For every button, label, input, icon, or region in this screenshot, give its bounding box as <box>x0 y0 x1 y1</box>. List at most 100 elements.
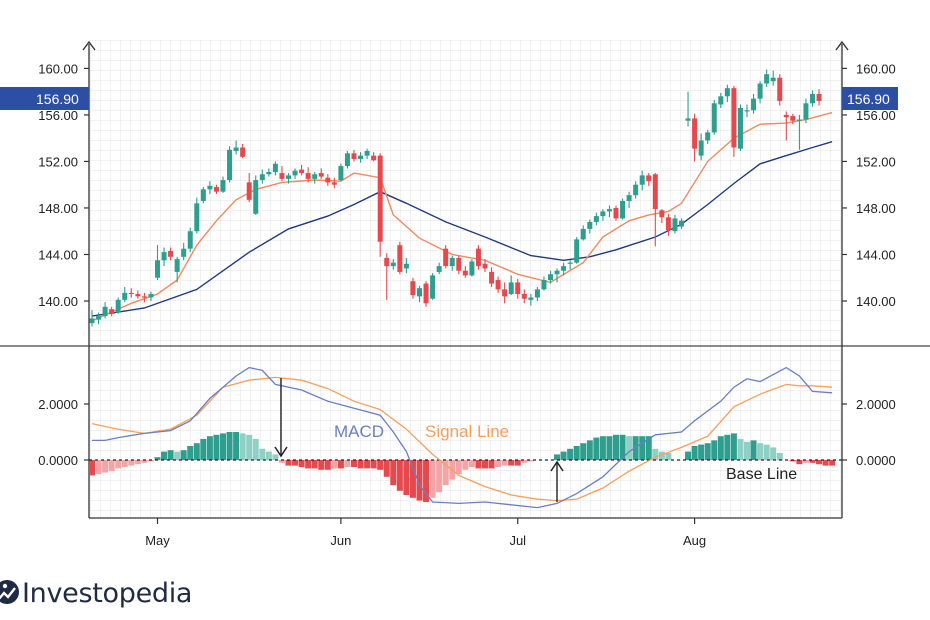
histogram-bar <box>213 434 220 460</box>
price-tick-label-left: 144.00 <box>38 247 78 262</box>
histogram-bar <box>134 460 141 465</box>
candlestick <box>810 90 815 107</box>
histogram-bar <box>816 460 823 465</box>
last-price-right: 156.90 <box>847 91 890 107</box>
histogram-bar <box>619 434 626 460</box>
candlestick <box>816 89 822 106</box>
candlestick <box>115 297 121 314</box>
candlestick <box>246 173 252 203</box>
histogram-bar <box>167 450 174 460</box>
histogram-bar <box>809 460 816 463</box>
candlestick <box>606 205 612 218</box>
histogram-bar <box>586 440 593 460</box>
histogram-bar <box>593 437 600 460</box>
candlestick <box>659 209 665 224</box>
candlestick <box>567 260 573 270</box>
candlestick <box>377 153 383 257</box>
histogram-bar <box>789 460 796 462</box>
histogram-bar <box>403 460 410 495</box>
candlestick <box>731 85 737 157</box>
crossover-arrow-down <box>274 378 288 458</box>
candlestick <box>449 255 455 271</box>
histogram-bar <box>475 460 482 469</box>
candlestick <box>286 173 291 184</box>
candlestick <box>351 149 357 162</box>
histogram-bar <box>606 436 613 460</box>
candlestick <box>272 161 278 176</box>
histogram-bar <box>154 457 161 460</box>
histogram-bar <box>252 439 259 460</box>
histogram-bar <box>750 440 757 460</box>
histogram-bar <box>658 451 665 460</box>
price-tick-label-left: 148.00 <box>38 201 78 216</box>
candlestick <box>403 257 409 274</box>
histogram-bar <box>724 434 731 460</box>
histogram-bar <box>246 434 253 460</box>
last-price-label-left: 156.90 <box>0 87 89 110</box>
histogram-bar <box>508 460 515 466</box>
investopedia-logo: Investopedia <box>0 575 192 611</box>
candlestick <box>155 245 160 281</box>
candlestick <box>456 255 462 275</box>
candlestick <box>266 168 272 177</box>
candlestick <box>207 181 213 195</box>
candlestick <box>299 164 305 176</box>
candlestick <box>364 148 370 160</box>
histogram-bar <box>147 460 154 462</box>
histogram-bar <box>285 460 292 466</box>
histogram-bar <box>527 460 534 462</box>
histogram-bar <box>370 460 377 469</box>
candlestick <box>233 140 239 155</box>
histogram-bar <box>730 433 737 460</box>
histogram-bar <box>259 448 266 460</box>
candlestick <box>665 213 671 236</box>
candlestick <box>489 267 495 288</box>
candlestick <box>698 133 704 161</box>
histogram-bar <box>613 434 619 460</box>
histogram-bar <box>665 453 672 460</box>
candlestick <box>318 168 324 179</box>
base-line-label: Base Line <box>726 466 797 483</box>
histogram-bar <box>796 460 803 465</box>
candlestick <box>292 168 298 179</box>
histogram-bar <box>573 446 580 460</box>
histogram-bar <box>265 451 272 460</box>
histogram-bar <box>599 436 606 460</box>
histogram-bar <box>567 448 574 460</box>
price-tick-label-left: 156.00 <box>38 108 78 123</box>
candlestick <box>213 184 219 195</box>
price-tick-label-right: 148.00 <box>856 201 896 216</box>
histogram-bar <box>174 451 181 460</box>
price-tick-label-right: 160.00 <box>856 61 896 76</box>
histogram-bar <box>200 439 207 460</box>
histogram-bar <box>698 444 705 460</box>
histogram-bar <box>423 460 430 502</box>
signal-series-label: Signal Line <box>425 422 509 441</box>
histogram-bar <box>344 460 351 467</box>
candlestick <box>384 253 390 300</box>
histogram-bar <box>390 460 397 486</box>
candlestick <box>259 169 265 184</box>
histogram-bar <box>691 446 698 460</box>
candlestick <box>770 70 776 86</box>
macd-tick-label-right: 0.0000 <box>856 453 896 468</box>
candlestick <box>417 285 422 303</box>
histogram-bar <box>802 460 809 463</box>
crossover-arrow-up <box>550 460 564 502</box>
macd-tick-label-left: 2.0000 <box>38 397 78 412</box>
histogram-bar <box>220 433 226 460</box>
histogram-bar <box>272 454 279 460</box>
candlestick <box>777 74 783 106</box>
candlestick <box>475 245 481 270</box>
candlestick <box>751 93 757 114</box>
candlestick <box>593 212 599 226</box>
histogram-bar <box>652 448 659 460</box>
candlestick <box>803 98 809 124</box>
histogram-bar <box>121 460 128 467</box>
histogram-bar <box>305 460 312 469</box>
candlestick <box>148 291 154 301</box>
histogram-bar <box>704 443 711 460</box>
histogram-bar <box>108 460 115 472</box>
histogram-bar <box>193 443 200 460</box>
